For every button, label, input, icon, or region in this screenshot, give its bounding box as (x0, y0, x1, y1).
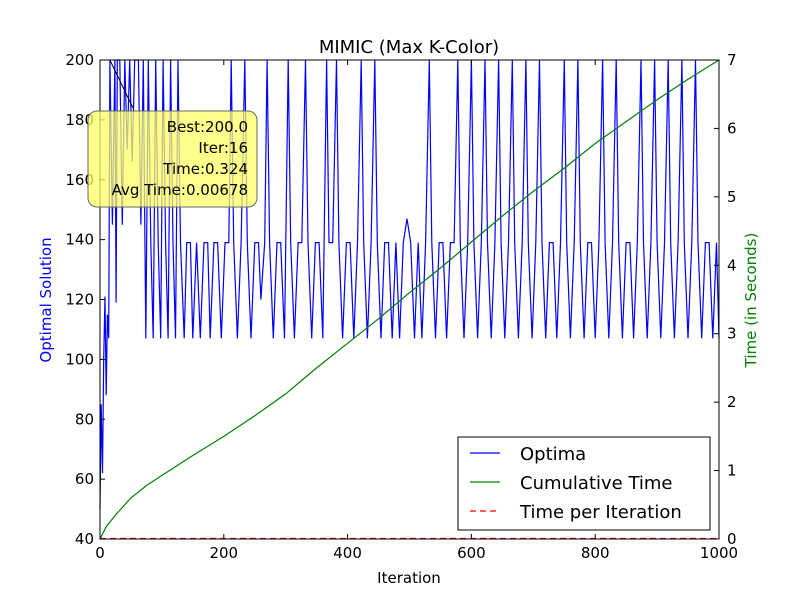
left-tick-label: 180 (65, 111, 94, 129)
right-tick-label: 3 (727, 325, 737, 343)
annotation-arrow (109, 59, 134, 109)
x-tick-label: 800 (581, 544, 610, 562)
x-tick-label: 0 (95, 544, 105, 562)
x-tick-label: 400 (333, 544, 362, 562)
annotation-best: Best:200.0 (167, 118, 248, 136)
x-tick-label: 1000 (700, 544, 738, 562)
annotation-iter: Iter:16 (198, 139, 248, 157)
left-tick-label: 120 (65, 291, 94, 309)
annotation-box (87, 110, 258, 208)
right-tick-label: 4 (727, 256, 737, 274)
left-tick-label: 60 (75, 470, 94, 488)
series-line-optima (99, 59, 720, 510)
legend-label-cumulative-time: Cumulative Time (520, 473, 673, 494)
left-tick-label: 40 (75, 530, 94, 548)
right-tick-label: 2 (727, 393, 737, 411)
left-tick-label: 140 (65, 231, 94, 249)
right-tick-label: 6 (727, 119, 737, 137)
left-tick-label: 160 (65, 171, 94, 189)
x-tick-label: 200 (209, 544, 238, 562)
left-tick-label: 80 (75, 410, 94, 428)
legend-label-time-per-iteration: Time per Iteration (519, 502, 682, 523)
annotation-time: Time:0.324 (162, 160, 248, 178)
x-tick-label: 600 (457, 544, 486, 562)
left-axis-label: Optimal Solution (37, 237, 55, 362)
right-tick-label: 0 (727, 530, 737, 548)
series-line-cumulative-time (99, 59, 720, 540)
x-axis-label: Iteration (377, 569, 441, 587)
legend-label-optima: Optima (520, 444, 586, 465)
chart-title: MIMIC (Max K-Color) (319, 37, 499, 58)
best-annotation: Best:200.0 Iter:16 Time:0.324 Avg Time:0… (87, 59, 258, 208)
right-tick-label: 1 (727, 462, 737, 480)
left-tick-label: 200 (65, 51, 94, 69)
legend: Optima Cumulative Time Time per Iteratio… (457, 436, 711, 531)
right-tick-label: 7 (727, 51, 737, 69)
annotation-avg-time: Avg Time:0.00678 (112, 181, 248, 199)
right-axis-label: Time (in Seconds) (742, 233, 760, 369)
left-tick-label: 100 (65, 350, 94, 368)
right-tick-label: 5 (727, 188, 737, 206)
ticks: 0 200 400 600 800 100040608010012014016018020… (65, 51, 738, 562)
